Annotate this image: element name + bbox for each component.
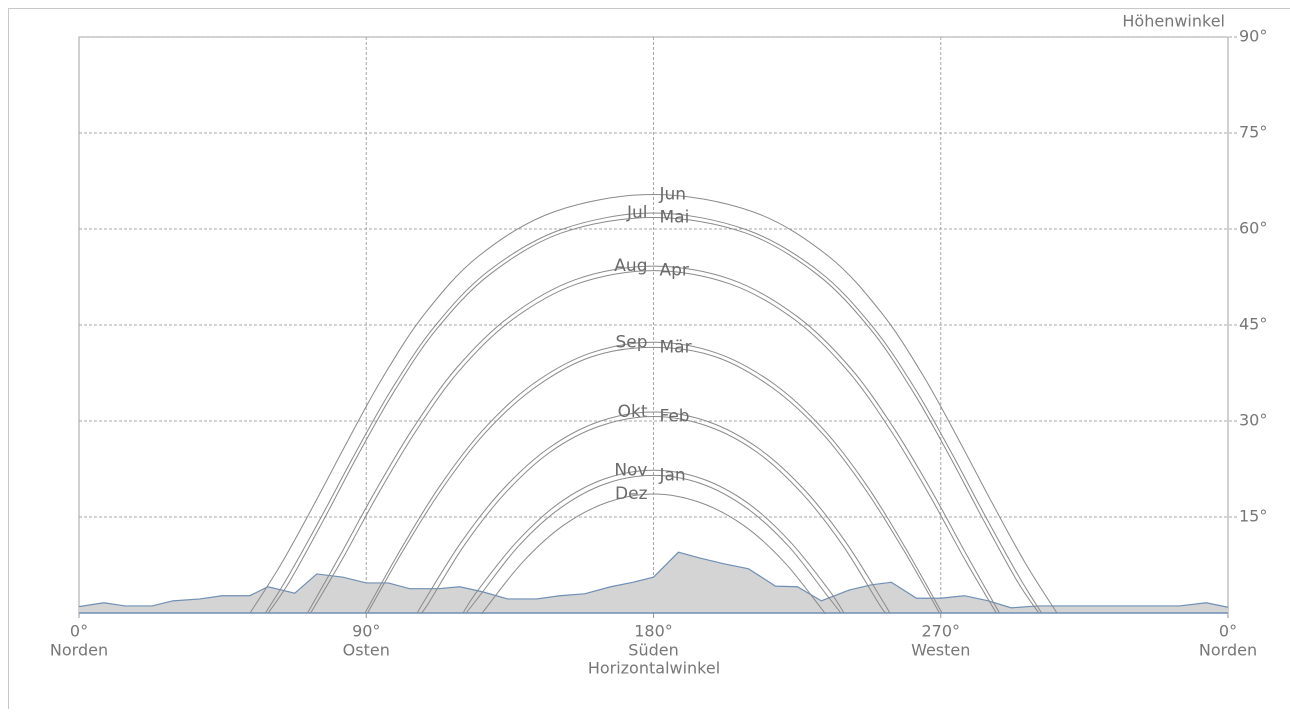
x-tick-name: Norden (1199, 641, 1257, 660)
y-tick-label: 30° (1239, 411, 1267, 430)
x-tick-name: Osten (343, 641, 390, 660)
y-tick-label: 45° (1239, 315, 1267, 334)
month-label: Dez (615, 484, 648, 504)
x-tick-label: 180° (634, 622, 673, 641)
month-label: Apr (660, 261, 689, 281)
month-label: Okt (618, 402, 648, 422)
x-tick-label: 90° (352, 622, 380, 641)
month-label: Jan (659, 465, 686, 485)
month-label: Sep (615, 332, 647, 352)
y-tick-label: 15° (1239, 507, 1267, 526)
month-label: Jul (626, 203, 648, 223)
y-tick-label: 90° (1239, 27, 1267, 46)
x-tick-name: Westen (911, 641, 970, 660)
month-label: Mär (660, 337, 692, 357)
y-tick-label: 60° (1239, 219, 1267, 238)
month-label: Feb (660, 407, 690, 427)
y-axis-title: Höhenwinkel (1122, 12, 1225, 31)
x-tick-name: Norden (50, 641, 108, 660)
y-tick-label: 75° (1239, 123, 1267, 142)
month-label: Mai (660, 207, 690, 227)
x-axis-title: Horizontalwinkel (588, 659, 720, 678)
x-tick-label: 0° (1219, 622, 1237, 641)
x-tick-label: 0° (70, 622, 88, 641)
x-tick-name: Süden (628, 641, 678, 660)
month-label: Jun (659, 184, 687, 204)
x-tick-label: 270° (921, 622, 960, 641)
